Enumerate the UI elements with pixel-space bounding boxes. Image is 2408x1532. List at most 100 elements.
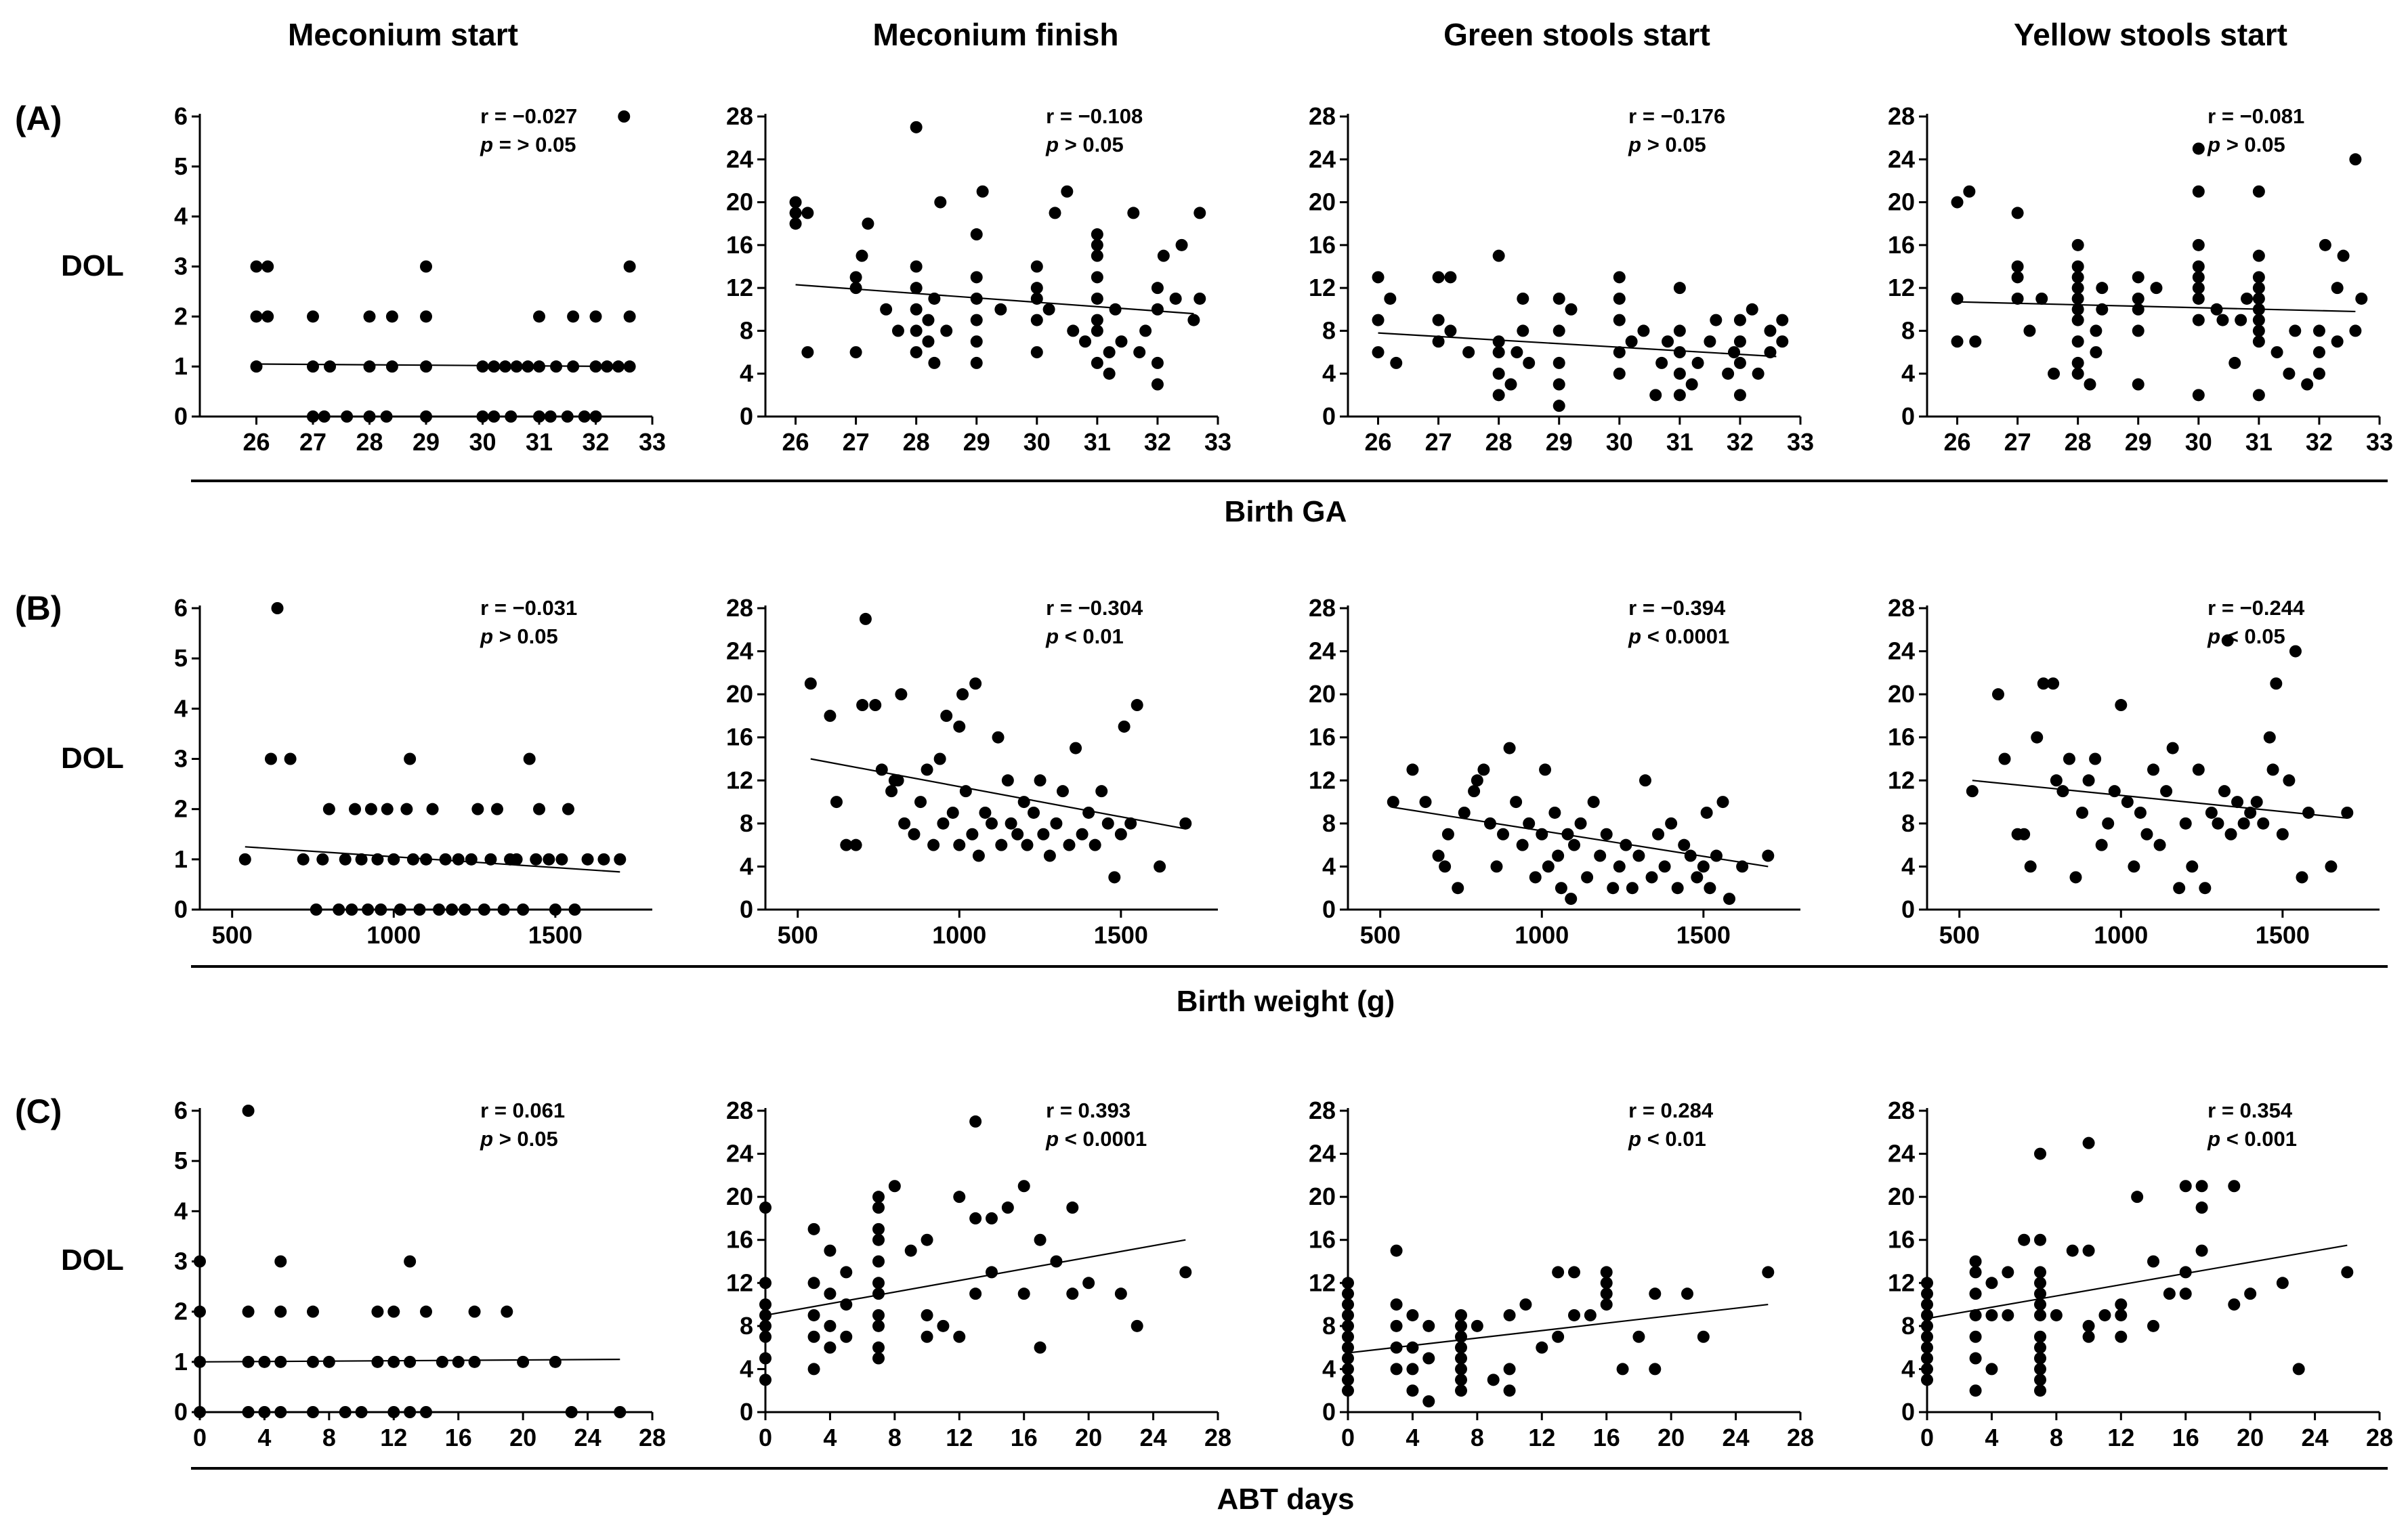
x-tick-label: 4 (257, 1424, 271, 1451)
data-point (934, 196, 947, 209)
data-point (2034, 1147, 2046, 1160)
y-tick-label: 28 (1309, 1097, 1336, 1124)
data-point (1017, 1288, 1030, 1300)
data-point (1492, 367, 1505, 380)
y-tick-label: 4 (740, 360, 753, 387)
data-point (1492, 346, 1505, 359)
x-tick-label: 16 (445, 1424, 472, 1451)
data-point (1673, 346, 1686, 359)
data-point (1746, 303, 1758, 316)
data-point (1001, 1201, 1014, 1214)
data-point (2018, 828, 2031, 841)
data-point (2289, 645, 2302, 658)
data-point (1037, 828, 1050, 841)
data-point (420, 1305, 432, 1318)
data-point (307, 1355, 319, 1368)
data-point (2082, 1319, 2095, 1332)
data-point (1115, 335, 1128, 348)
data-point (1342, 1308, 1354, 1321)
data-point (801, 346, 814, 359)
data-point (927, 838, 940, 851)
correlation-r: r = −0.108 (1046, 104, 1143, 128)
data-point (2132, 378, 2145, 391)
data-point (1681, 1288, 1693, 1300)
data-point (2018, 1233, 2031, 1246)
correlation-r: r = 0.354 (2208, 1099, 2293, 1122)
data-point (1157, 249, 1170, 262)
data-point (2199, 882, 2212, 895)
x-tick-label: 4 (1985, 1424, 1998, 1451)
data-point (316, 853, 329, 866)
data-point (1342, 1277, 1354, 1290)
data-point (2252, 185, 2265, 198)
data-point (1620, 838, 1632, 851)
data-point (801, 207, 814, 219)
y-tick-label: 2 (174, 795, 188, 823)
data-point (2066, 1244, 2079, 1257)
data-point (1921, 1288, 1933, 1300)
y-tick-label: 16 (1888, 1226, 1915, 1254)
data-point (2257, 817, 2270, 830)
data-point (2195, 1244, 2208, 1257)
data-point (1503, 1384, 1516, 1397)
data-point (1406, 1384, 1419, 1397)
y-tick-label: 4 (1322, 360, 1336, 387)
data-point (807, 1277, 820, 1290)
data-point (2270, 346, 2283, 359)
data-point (1342, 1374, 1354, 1386)
y-tick-label: 6 (174, 102, 188, 130)
data-point (420, 1406, 432, 1418)
regression-line (1972, 780, 2348, 820)
data-point (562, 803, 574, 815)
data-point (1342, 1298, 1354, 1311)
data-point (1985, 1277, 1998, 1290)
data-point (1921, 1308, 1933, 1321)
data-point (966, 828, 979, 841)
data-point (544, 410, 557, 423)
data-point (2034, 1352, 2046, 1365)
data-point (2150, 282, 2163, 295)
x-axis-title-b: Birth weight (g) (1177, 985, 1395, 1018)
data-point (2147, 1319, 2159, 1332)
data-point (1049, 207, 1061, 219)
data-point (1342, 1341, 1354, 1354)
x-tick-label: 20 (2237, 1424, 2264, 1451)
data-point (420, 310, 432, 323)
data-point (2228, 1298, 2241, 1311)
data-point (1517, 292, 1529, 305)
data-point (922, 314, 935, 326)
data-point (1921, 1352, 1933, 1365)
data-point (2090, 324, 2103, 337)
data-point (322, 1355, 335, 1368)
data-point (872, 1352, 885, 1365)
x-tick-label: 27 (2004, 428, 2031, 456)
y-tick-label: 4 (740, 852, 753, 880)
x-tick-label: 20 (509, 1424, 536, 1451)
data-point (549, 1355, 562, 1368)
x-tick-label: 12 (380, 1424, 407, 1451)
data-point (921, 1308, 933, 1321)
data-point (1969, 1308, 1982, 1321)
data-point (1613, 860, 1626, 873)
data-point (872, 1288, 885, 1300)
panel-a-green-stools-start: 0 4 8 12 16 20 24 28 26 27 28 29 30 31 32 33 r = −0.176 p… (1309, 102, 1814, 456)
data-point (1963, 185, 1976, 198)
data-point (436, 1355, 448, 1368)
data-point (969, 1115, 982, 1128)
y-tick-label: 8 (1901, 809, 1915, 837)
data-point (1042, 303, 1055, 316)
column-title-yellow-stools-start: Yellow stools start (2014, 17, 2287, 52)
data-point (2252, 282, 2265, 295)
y-tick-label: 3 (174, 1248, 188, 1275)
data-point (1109, 303, 1122, 316)
panel-b-green-stools-start: 0 4 8 12 16 20 24 28 500 1000 1500 r = −0.394 p < 0.… (1309, 594, 1800, 949)
data-point (2218, 785, 2231, 798)
data-point (759, 1330, 772, 1343)
data-point (1490, 860, 1503, 873)
x-axis-title-a: Birth GA (1225, 495, 1347, 528)
data-point (1733, 389, 1746, 402)
data-point (1471, 774, 1483, 787)
data-point (505, 410, 517, 423)
data-point (1600, 1288, 1613, 1300)
data-point (1492, 249, 1505, 262)
